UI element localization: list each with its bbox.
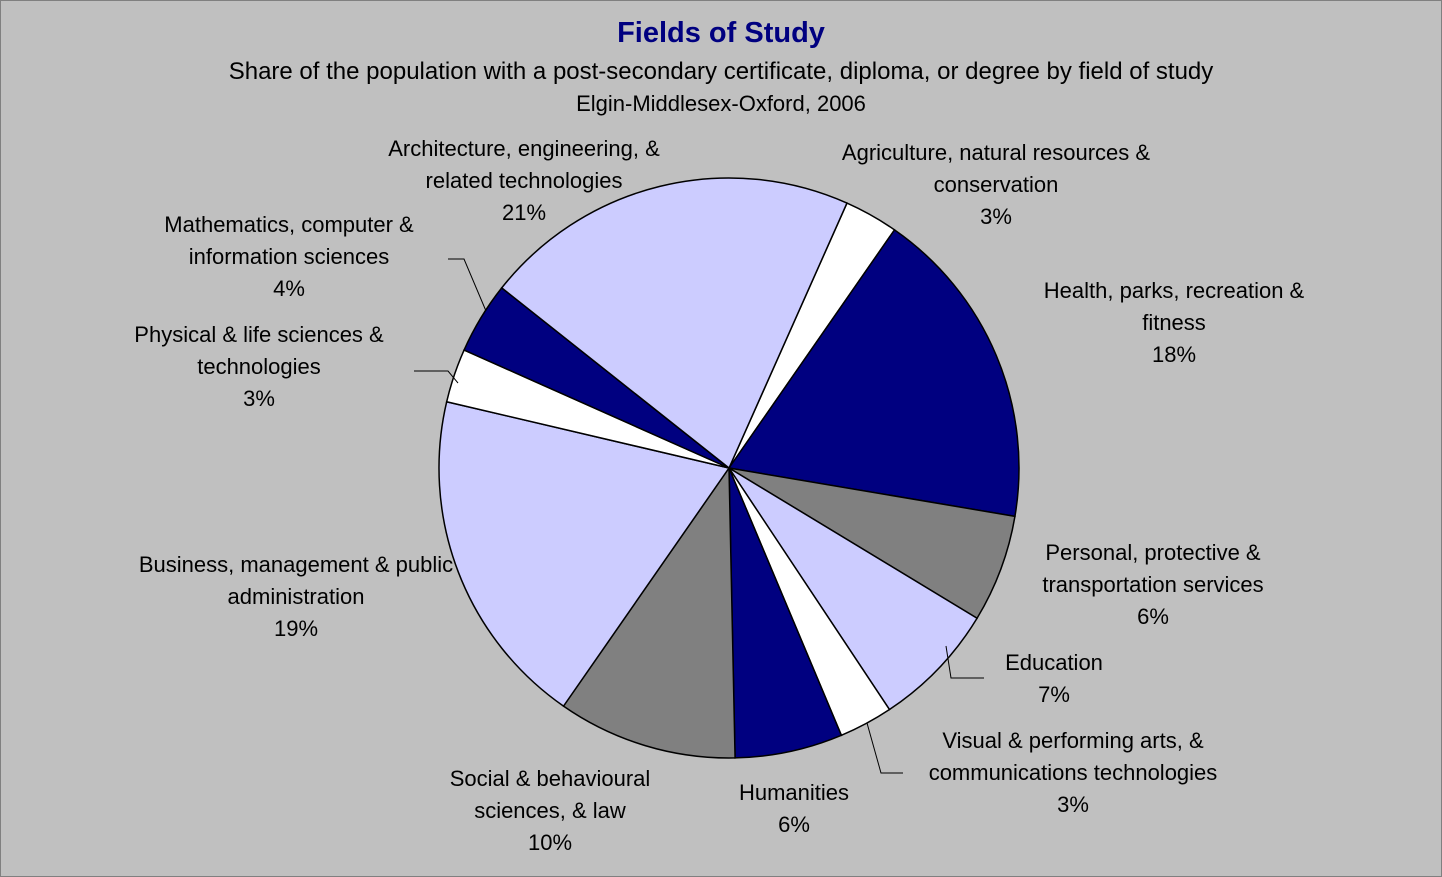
data-label: Humanities 6% (694, 777, 894, 841)
chart-subtitle: Share of the population with a post-seco… (228, 58, 1214, 85)
category-label: Mathematics, computer & information scie… (164, 212, 414, 269)
data-label: Personal, protective & transportation se… (1003, 537, 1303, 633)
leader-line (448, 258, 487, 312)
value-label: 18% (1151, 342, 1197, 367)
pie-slice (728, 467, 979, 711)
pie-slice (727, 228, 1020, 518)
category-label: Education (1005, 650, 1103, 675)
data-label: Education 7% (954, 647, 1154, 711)
data-label: Mathematics, computer & information scie… (129, 209, 449, 305)
value-label: 10% (527, 830, 573, 855)
data-label: Architecture, engineering, & related tec… (354, 133, 694, 229)
category-label: Social & behavioural sciences, & law (449, 766, 651, 823)
category-label: Health, parks, recreation & fitness (1043, 278, 1305, 335)
value-label: 3% (1057, 792, 1089, 817)
leader-line (414, 370, 459, 384)
category-label: Agriculture, natural resources & conserv… (841, 140, 1151, 197)
category-label: Personal, protective & transportation se… (1042, 540, 1264, 597)
data-label: Social & behavioural sciences, & law 10% (420, 763, 680, 859)
category-label: Business, management & public administra… (138, 552, 454, 609)
value-label: 3% (243, 386, 275, 411)
value-label: 19% (273, 616, 319, 641)
category-label: Humanities (738, 780, 850, 805)
value-label: 7% (1038, 682, 1070, 707)
chart-title: Fields of Study (617, 17, 825, 49)
pie-slice (500, 177, 848, 470)
data-label: Health, parks, recreation & fitness 18% (1009, 275, 1339, 371)
data-label: Visual & performing arts, & communicatio… (883, 725, 1263, 821)
value-label: 3% (980, 204, 1012, 229)
value-label: 6% (778, 812, 810, 837)
category-label: Architecture, engineering, & related tec… (388, 136, 660, 193)
data-label: Agriculture, natural resources & conserv… (841, 137, 1151, 233)
category-label: Physical & life sciences & technologies (134, 322, 384, 379)
value-label: 4% (273, 276, 305, 301)
data-label: Business, management & public administra… (136, 549, 456, 645)
leader-line (866, 722, 903, 774)
leader-line (945, 645, 984, 679)
pie-slice (562, 465, 736, 759)
pie-slice (438, 400, 731, 708)
chart-subtitle: Elgin-Middlesex-Oxford, 2006 (576, 91, 866, 116)
value-label: 6% (1137, 604, 1169, 629)
value-label: 21% (501, 200, 547, 225)
category-label: Visual & performing arts, & communicatio… (928, 728, 1218, 785)
data-label: Physical & life sciences & technologies 3… (99, 319, 419, 415)
